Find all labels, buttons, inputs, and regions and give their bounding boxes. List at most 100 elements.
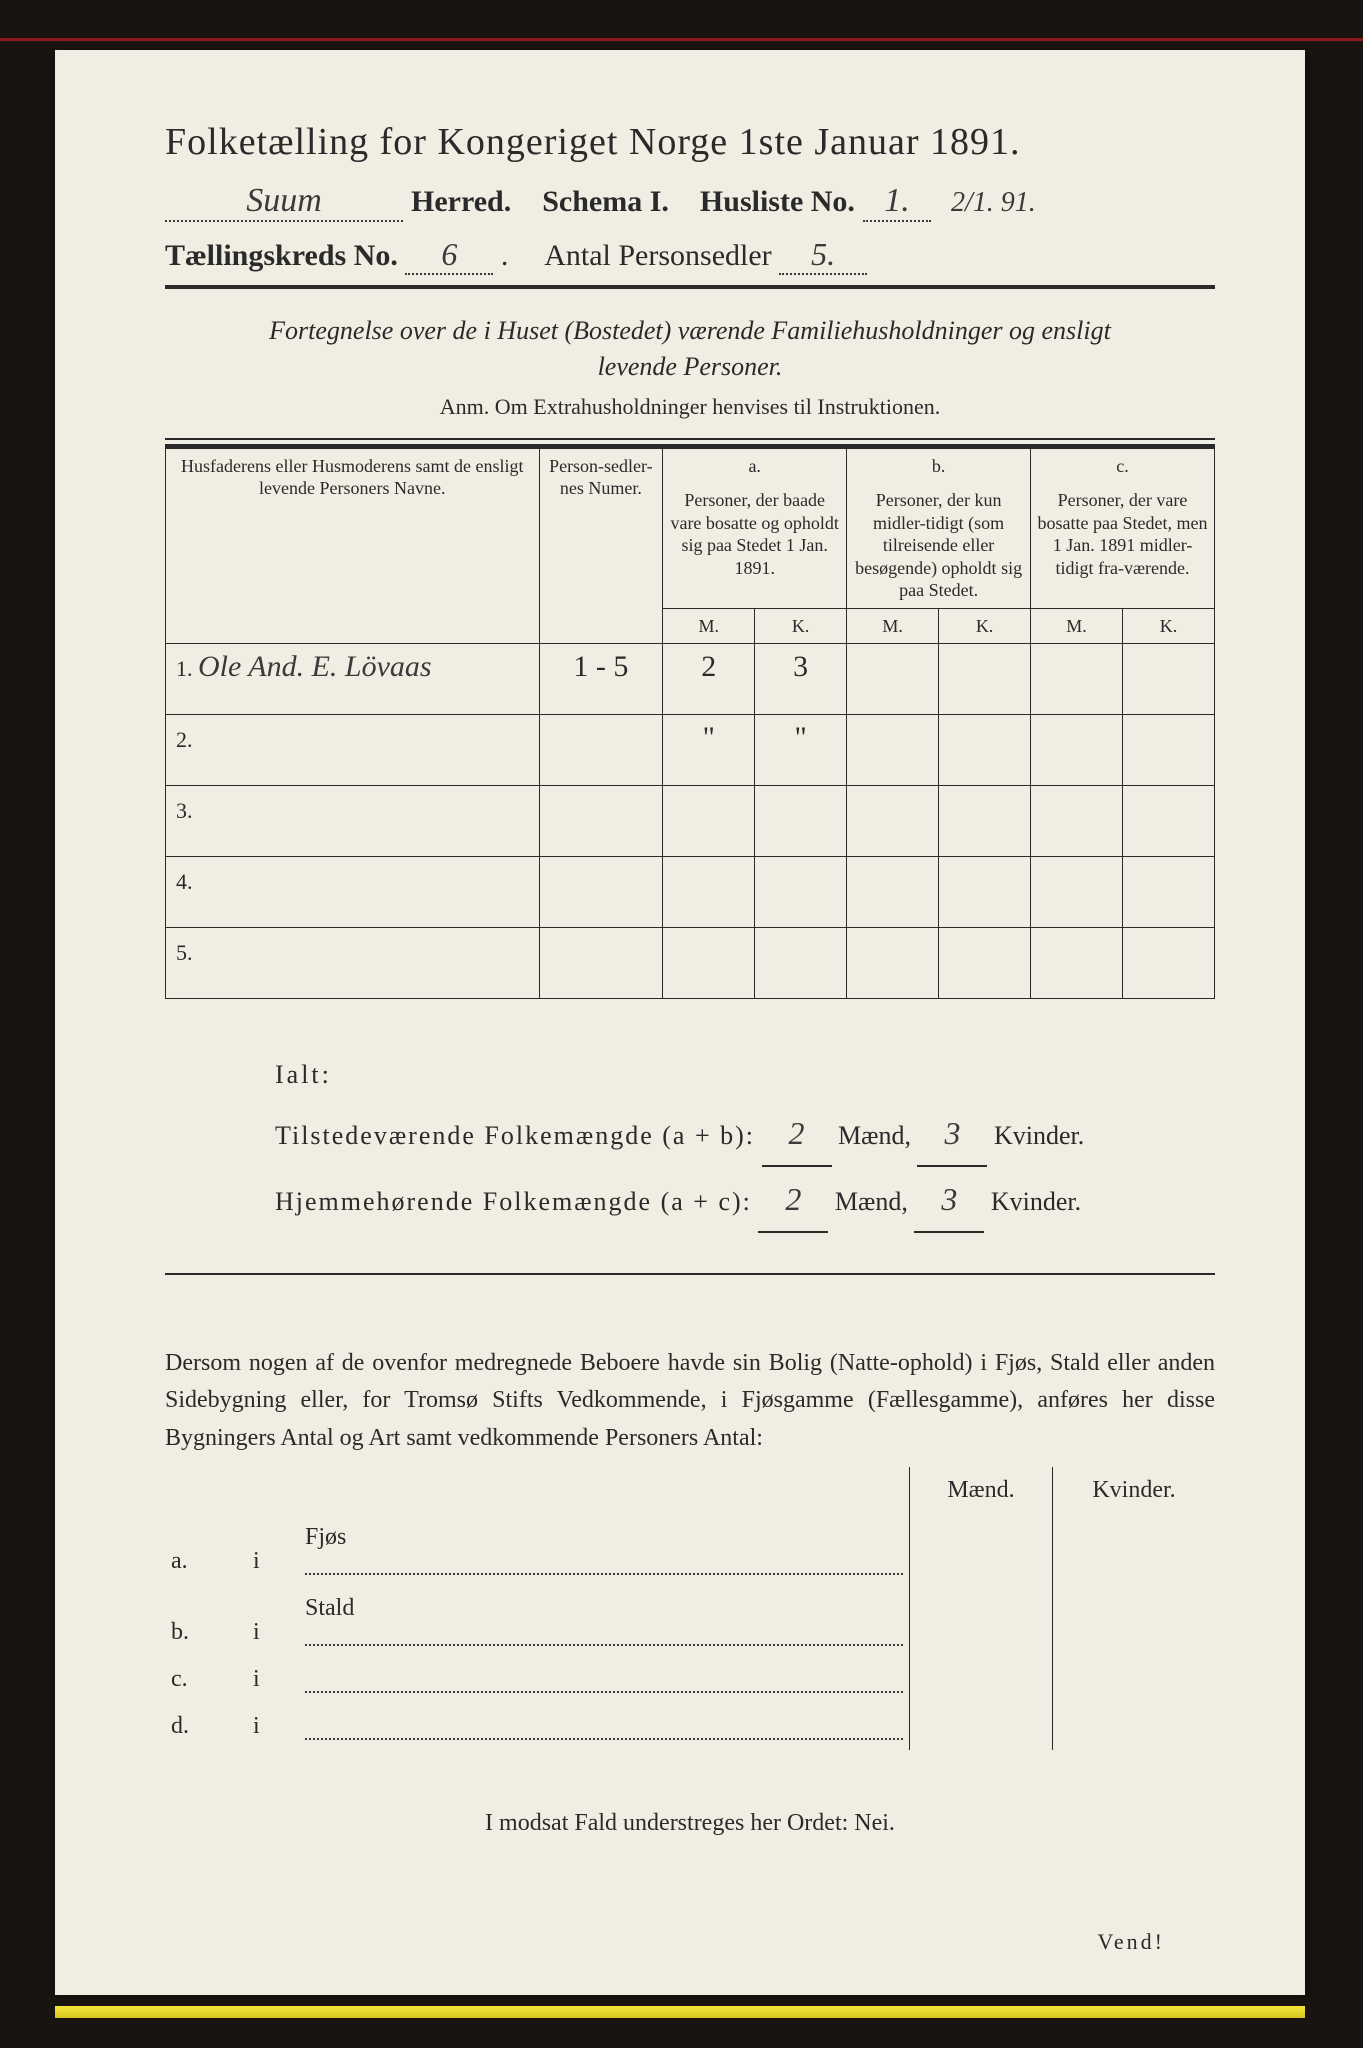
- lower-k: [1053, 1585, 1216, 1656]
- antal-label: Antal Personsedler: [544, 239, 771, 272]
- lower-kvinder: Kvinder.: [1053, 1467, 1216, 1514]
- t2-m: 2: [758, 1167, 828, 1233]
- table-row: 1. Ole And. E. Lövaas1 - 523: [166, 644, 1215, 715]
- lower-lab: d.: [165, 1703, 247, 1750]
- lower-maend: Mænd.: [910, 1467, 1053, 1514]
- lower-m: [910, 1585, 1053, 1656]
- th-b-top-text: b.: [932, 456, 946, 476]
- lower-row: d.i: [165, 1703, 1215, 1750]
- cell-bk: [939, 715, 1031, 786]
- cell-num: [539, 928, 663, 999]
- lower-m: [910, 1703, 1053, 1750]
- totals-block: Ialt: Tilstedeværende Folkemængde (a + b…: [165, 1049, 1215, 1233]
- lower-table: Mænd. Kvinder. a.iFjøs b.iStald c.i d.i: [165, 1467, 1215, 1750]
- cell-bm: [847, 644, 939, 715]
- th-num: Person-sedler-nes Numer.: [539, 448, 663, 644]
- totals-line1: Tilstedeværende Folkemængde (a + b): 2 M…: [275, 1101, 1215, 1167]
- nei-text: I modsat Fald understreges her Ordet: Ne…: [485, 1810, 895, 1836]
- row-label: 5.: [166, 928, 540, 999]
- page-outer: Folketælling for Kongeriget Norge 1ste J…: [0, 0, 1363, 2048]
- cell-am: [663, 857, 755, 928]
- row-label: 1. Ole And. E. Lövaas: [166, 644, 540, 715]
- schema-label: Schema I.: [542, 185, 669, 219]
- ialt-label: Ialt:: [275, 1049, 1215, 1101]
- lower-lab: a.: [165, 1514, 247, 1585]
- th-c-top: c.: [1031, 448, 1215, 483]
- cell-bm: [847, 786, 939, 857]
- t2-label: Hjemmehørende Folkemængde (a + c):: [275, 1187, 752, 1216]
- t1-m: 2: [762, 1101, 832, 1167]
- cell-bk: [939, 644, 1031, 715]
- cell-ck: [1123, 928, 1215, 999]
- cell-ck: [1123, 786, 1215, 857]
- cell-ak: [755, 857, 847, 928]
- date-note: 2/1. 91.: [951, 187, 1036, 219]
- lower-m: [910, 1656, 1053, 1703]
- cell-ck: [1123, 715, 1215, 786]
- th-a: Personer, der baade vare bosatte og opho…: [663, 483, 847, 608]
- th-c-top-text: c.: [1116, 456, 1129, 476]
- cell-cm: [1031, 644, 1123, 715]
- cell-ak: 3: [755, 644, 847, 715]
- cell-bm: [847, 857, 939, 928]
- th-a-top: a.: [663, 448, 847, 483]
- main-table: Husfaderens eller Husmoderens samt de en…: [165, 448, 1215, 1000]
- cell-num: [539, 715, 663, 786]
- cell-num: [539, 857, 663, 928]
- th-b-text: Personer, der kun midler-tidigt (som til…: [855, 490, 1022, 600]
- yellow-bottom-strip: [55, 2006, 1305, 2018]
- cell-cm: [1031, 857, 1123, 928]
- cell-bk: [939, 786, 1031, 857]
- th-b: Personer, der kun midler-tidigt (som til…: [847, 483, 1031, 608]
- cell-bk: [939, 928, 1031, 999]
- cell-ak: ": [755, 715, 847, 786]
- cell-cm: [1031, 715, 1123, 786]
- lower-row: a.iFjøs: [165, 1514, 1215, 1585]
- top-red-line: [0, 38, 1363, 41]
- lower-lab: c.: [165, 1656, 247, 1703]
- th-ak: K.: [755, 608, 847, 644]
- main-title: Folketælling for Kongeriget Norge 1ste J…: [165, 120, 1215, 164]
- cell-bm: [847, 928, 939, 999]
- table-row: 4.: [166, 857, 1215, 928]
- subtitle: Fortegnelse over de i Huset (Bostedet) v…: [165, 313, 1215, 386]
- row-label: 3.: [166, 786, 540, 857]
- anm-note: Anm. Om Extrahusholdninger henvises til …: [165, 394, 1215, 420]
- cell-ck: [1123, 857, 1215, 928]
- lower-txt: [299, 1656, 910, 1703]
- rule-2a: [165, 438, 1215, 440]
- kreds-label: Tællingskreds No.: [165, 239, 398, 272]
- lower-i: i: [247, 1656, 299, 1703]
- husliste-label: Husliste No.: [700, 185, 855, 219]
- t1-k: 3: [917, 1101, 987, 1167]
- row-label: 2.: [166, 715, 540, 786]
- header-row-3: Tællingskreds No. 6 . Antal Personsedler…: [165, 236, 1215, 275]
- cell-ak: [755, 928, 847, 999]
- th-ck: K.: [1123, 608, 1215, 644]
- rule-1: [165, 285, 1215, 289]
- cell-num: [539, 786, 663, 857]
- lower-k: [1053, 1514, 1216, 1585]
- th-bk: K.: [939, 608, 1031, 644]
- th-names-text: Husfaderens eller Husmoderens samt de en…: [181, 456, 523, 499]
- th-c: Personer, der vare bosatte paa Stedet, m…: [1031, 483, 1215, 608]
- lower-txt: Fjøs: [299, 1514, 910, 1585]
- antal-value: 5.: [779, 236, 867, 275]
- t1-label: Tilstedeværende Folkemængde (a + b):: [275, 1121, 755, 1150]
- t2-maend: Mænd,: [835, 1187, 908, 1216]
- t2-kvinder: Kvinder.: [991, 1187, 1081, 1216]
- cell-bm: [847, 715, 939, 786]
- th-bm: M.: [847, 608, 939, 644]
- vend-label: Vend!: [1097, 1929, 1165, 1955]
- table-row: 2. "": [166, 715, 1215, 786]
- t2-k: 3: [914, 1167, 984, 1233]
- cell-cm: [1031, 786, 1123, 857]
- table-row: 5.: [166, 928, 1215, 999]
- header-row-2: Suum Herred. Schema I. Husliste No. 1. 2…: [165, 182, 1215, 222]
- lower-i: i: [247, 1514, 299, 1585]
- lower-k: [1053, 1656, 1216, 1703]
- th-c-text: Personer, der vare bosatte paa Stedet, m…: [1038, 490, 1208, 578]
- paper: Folketælling for Kongeriget Norge 1ste J…: [55, 50, 1305, 1995]
- lower-row: c.i: [165, 1656, 1215, 1703]
- row-label: 4.: [166, 857, 540, 928]
